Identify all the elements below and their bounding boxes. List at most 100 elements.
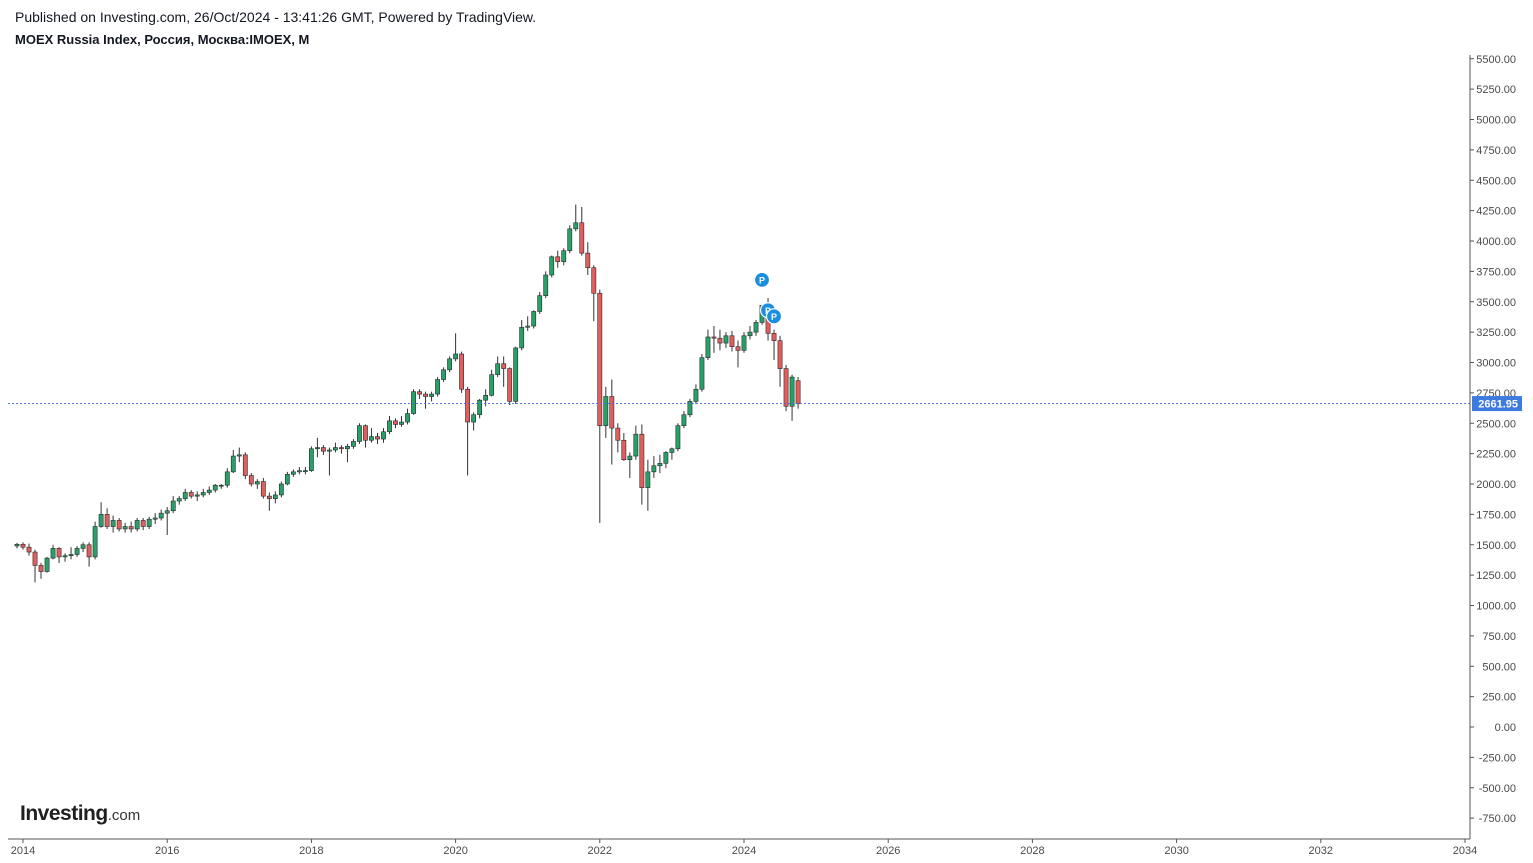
last-price-badge: 2661.95: [1472, 396, 1522, 412]
candle-body: [669, 448, 675, 453]
candle-body: [254, 481, 260, 485]
candle-body: [615, 427, 621, 441]
price-tick-label: 4500.00: [1476, 175, 1516, 187]
candle-body: [537, 295, 543, 312]
candle-body: [657, 463, 663, 467]
candle: [621, 432, 627, 461]
candle-body: [32, 551, 38, 566]
candle: [254, 479, 260, 489]
price-tick-label: -250.00: [1479, 752, 1516, 764]
candle-body: [351, 441, 356, 447]
candle: [735, 340, 741, 368]
time-tick-label: 2032: [1309, 845, 1333, 857]
candle-body: [26, 546, 32, 553]
candle-body: [260, 481, 266, 497]
price-tick-label: 3500.00: [1476, 297, 1516, 309]
candle-body: [194, 494, 200, 497]
candle: [453, 333, 458, 362]
candle-body: [50, 548, 56, 559]
candle-body: [675, 425, 681, 450]
candle: [741, 332, 747, 353]
candle-body: [140, 520, 146, 527]
candle: [116, 518, 122, 532]
candle-body: [519, 326, 525, 349]
candle: [158, 509, 164, 521]
candle-body: [525, 325, 531, 328]
symbol-title: MOEX Russia Index, Россия, Москва:IMOEX,…: [15, 32, 310, 47]
candle: [351, 439, 356, 449]
candle: [633, 425, 639, 460]
candle-body: [122, 526, 128, 530]
candle-body: [38, 565, 44, 572]
candle: [194, 491, 200, 502]
candle: [62, 553, 68, 562]
candle: [74, 545, 80, 557]
candle: [693, 384, 699, 404]
candle: [723, 332, 729, 348]
candle: [471, 412, 477, 431]
candle: [489, 369, 495, 397]
candle: [549, 255, 555, 278]
candle: [333, 442, 338, 453]
candle: [260, 477, 266, 499]
price-tick-label: 750.00: [1482, 631, 1516, 643]
price-tick-label: 2500.00: [1476, 418, 1516, 430]
candle: [308, 446, 314, 472]
candle-body: [98, 514, 104, 527]
candle: [218, 484, 224, 489]
time-tick-label: 2030: [1164, 845, 1188, 857]
candle-body: [116, 520, 122, 530]
candle: [80, 542, 86, 553]
published-caption: Published on Investing.com, 26/Oct/2024 …: [15, 9, 537, 25]
candle: [98, 502, 104, 528]
time-tick-label: 2020: [443, 845, 467, 857]
candle: [513, 346, 519, 404]
candle: [387, 415, 392, 435]
candle: [477, 398, 483, 419]
candle-body: [465, 388, 471, 423]
candle-body: [471, 414, 477, 423]
candle-body: [321, 447, 326, 452]
candle: [675, 423, 681, 452]
candle: [20, 542, 26, 550]
candle-body: [20, 543, 26, 548]
candle: [585, 242, 591, 276]
candle-body: [687, 401, 693, 416]
candle: [681, 411, 687, 429]
candle-body: [705, 336, 711, 358]
event-marker-icon[interactable]: P: [753, 271, 771, 288]
candle: [771, 329, 777, 361]
event-marker-icon[interactable]: P: [765, 308, 783, 325]
candle: [645, 459, 651, 511]
logo-suffix-text: .com: [107, 807, 141, 824]
candle: [579, 206, 585, 256]
candle: [302, 466, 308, 475]
candle-body: [86, 544, 92, 558]
candle-body: [495, 363, 501, 375]
candle-body: [645, 471, 651, 488]
candle: [777, 335, 783, 387]
price-axis[interactable]: 5500.00 5250.00 5000.00 4750.00 4500.00 4250.…: [1469, 54, 1522, 839]
candle: [38, 562, 44, 579]
price-tick-label: 3250.00: [1476, 327, 1516, 339]
candle: [278, 481, 284, 498]
candle-body: [206, 489, 212, 493]
candle: [609, 379, 615, 465]
candle: [447, 356, 452, 373]
candle: [507, 367, 513, 406]
candle-body: [14, 543, 20, 547]
candle: [50, 544, 56, 560]
candle: [242, 452, 248, 480]
candle: [176, 496, 182, 505]
time-tick-label: 2018: [299, 845, 323, 857]
time-axis[interactable]: 2014 2016 2018 2020 2022 2024 2026 2028 2030 2032…: [8, 838, 1477, 857]
candle-body: [579, 222, 585, 254]
candle-body: [447, 358, 452, 371]
candle: [188, 490, 194, 499]
candle: [399, 415, 404, 427]
candle: [339, 445, 344, 454]
candle: [110, 515, 116, 533]
candle: [615, 423, 621, 453]
price-tick-label: -500.00: [1479, 783, 1516, 795]
